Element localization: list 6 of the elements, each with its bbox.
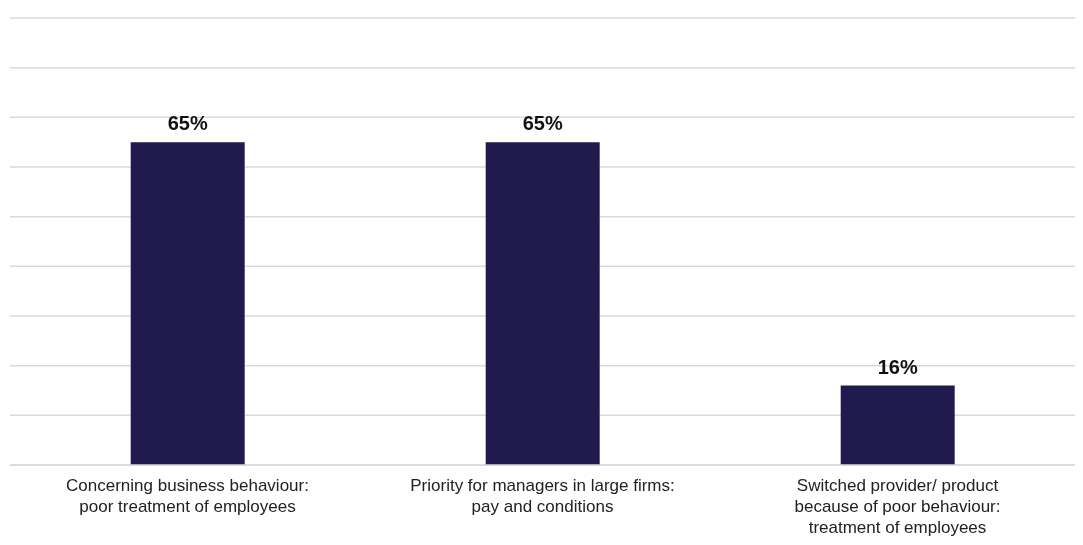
data-label: 65% [167,112,208,135]
x-tick-label: Priority for managers in large firms: pay and conditions [410,476,675,516]
data-label: 16% [877,355,918,378]
x-tick-label: Switched provider/ product because of poor behaviour: treatment of employees [794,476,1001,537]
data-label: 65% [522,112,563,135]
x-tick-label: Concerning business behaviour: poor treatment of employees [66,476,309,516]
